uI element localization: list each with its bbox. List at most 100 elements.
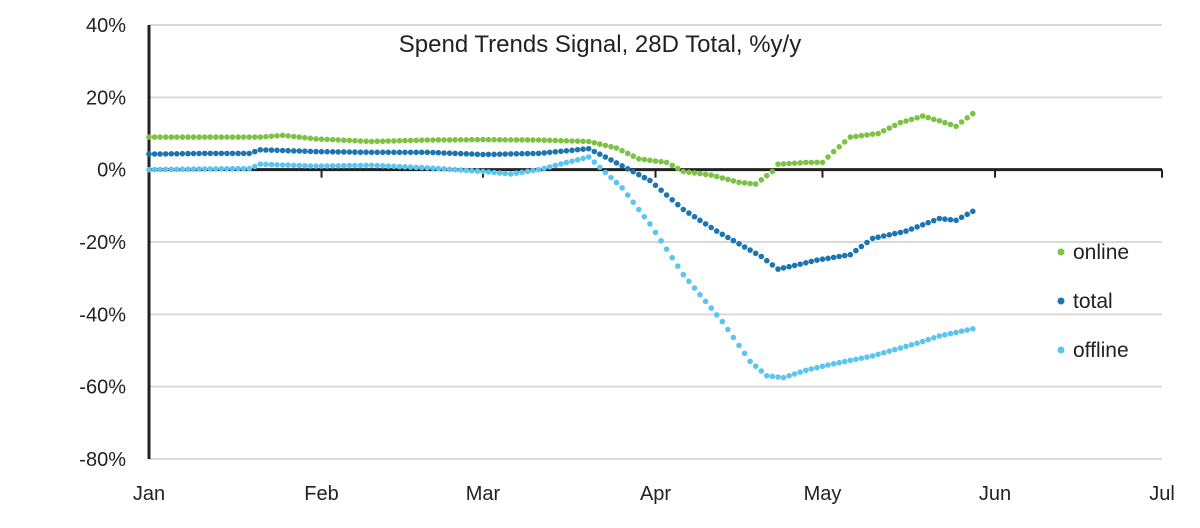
data-point — [580, 146, 586, 152]
data-point — [892, 346, 898, 353]
data-point — [858, 355, 865, 362]
data-point — [713, 312, 720, 318]
data-point — [385, 149, 392, 156]
data-point — [491, 136, 497, 143]
data-point — [764, 172, 770, 179]
data-point — [925, 114, 931, 121]
data-point — [864, 132, 870, 138]
data-point — [641, 213, 648, 220]
data-point — [897, 345, 904, 351]
data-point — [853, 356, 859, 363]
data-point — [919, 338, 926, 345]
data-point — [719, 318, 726, 325]
data-point — [613, 145, 620, 151]
data-point — [229, 165, 236, 172]
data-point — [830, 254, 837, 261]
data-point — [252, 134, 258, 140]
data-point — [151, 166, 158, 173]
data-point — [663, 246, 670, 252]
data-point — [919, 113, 926, 119]
data-point — [780, 374, 787, 381]
data-point — [474, 151, 481, 158]
data-point — [624, 166, 631, 172]
data-point — [914, 224, 920, 230]
data-point — [569, 158, 575, 164]
data-point — [346, 149, 353, 155]
data-point — [368, 138, 375, 145]
data-point — [747, 247, 753, 253]
data-point — [485, 169, 492, 175]
data-point — [847, 357, 854, 364]
data-point — [279, 147, 286, 154]
data-point — [825, 255, 831, 262]
data-point — [418, 149, 425, 156]
data-point — [691, 213, 698, 220]
data-point — [502, 170, 509, 177]
data-point — [541, 150, 547, 156]
data-point — [636, 171, 642, 178]
data-point — [569, 147, 575, 154]
data-point — [836, 359, 842, 366]
data-point — [830, 148, 837, 155]
legend-item-offline: offline — [1057, 339, 1129, 362]
legend-label: offline — [1073, 339, 1129, 362]
gridlines — [149, 24, 1162, 460]
data-point — [508, 137, 514, 143]
data-point — [463, 167, 470, 174]
data-point — [519, 150, 525, 157]
data-point — [457, 167, 464, 173]
data-point — [474, 136, 481, 143]
data-point — [624, 150, 631, 157]
data-point — [658, 187, 664, 193]
data-point — [307, 148, 314, 155]
data-point — [574, 146, 581, 153]
x-tick-label: Apr — [640, 483, 671, 505]
data-point — [780, 161, 787, 167]
data-point — [942, 119, 948, 126]
data-point — [713, 228, 720, 234]
data-point — [619, 185, 625, 191]
data-point — [758, 253, 765, 260]
data-point — [452, 150, 458, 157]
data-point — [853, 133, 859, 140]
chart-title: Spend Trends Signal, 28D Total, %y/y — [399, 31, 801, 58]
data-point — [903, 228, 909, 234]
data-point — [441, 150, 447, 156]
data-point — [613, 160, 620, 166]
data-point — [157, 151, 163, 157]
data-point — [346, 137, 353, 144]
data-point — [380, 163, 386, 169]
data-point — [502, 137, 509, 143]
data-point — [880, 233, 887, 239]
data-point — [513, 151, 520, 157]
data-point — [947, 121, 954, 128]
data-point — [853, 247, 859, 254]
data-point — [274, 133, 280, 139]
data-point — [519, 137, 525, 143]
data-point — [602, 169, 609, 176]
data-point — [691, 285, 698, 291]
data-point — [240, 134, 247, 140]
data-point — [374, 138, 381, 145]
data-point — [168, 134, 175, 140]
data-point — [224, 166, 230, 172]
x-tick-label: May — [804, 483, 842, 505]
data-point — [574, 138, 581, 144]
data-point — [908, 116, 915, 123]
data-point — [363, 162, 369, 169]
data-point — [157, 166, 163, 173]
data-point — [869, 353, 876, 359]
data-point — [652, 182, 659, 189]
data-point — [174, 134, 180, 140]
data-point — [446, 137, 453, 143]
data-point — [914, 115, 920, 121]
data-point — [196, 150, 202, 157]
data-point — [925, 336, 931, 343]
legend-item-online: online — [1057, 241, 1129, 264]
data-point — [624, 192, 631, 198]
data-point — [552, 162, 559, 169]
data-point — [324, 136, 330, 143]
data-point — [558, 148, 564, 155]
data-point — [936, 215, 943, 222]
